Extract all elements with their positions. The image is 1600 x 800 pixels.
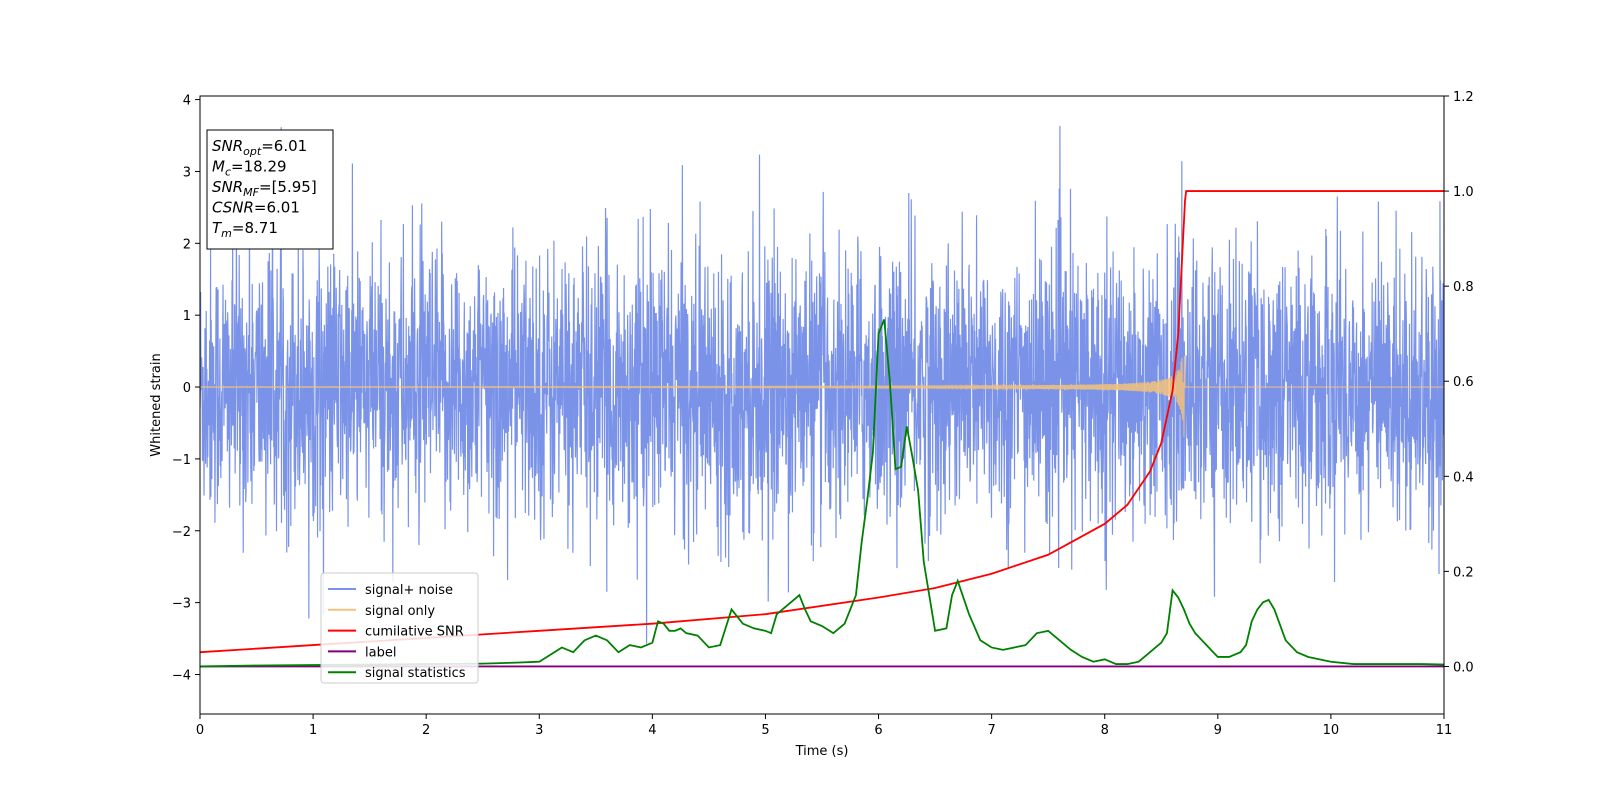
legend-entry: label (365, 645, 396, 660)
annotation-line: Tm=8.71 (212, 219, 278, 240)
annotation-value: =[5.95] (259, 178, 317, 196)
x-tick-label: 7 (987, 723, 995, 738)
annotation-symbol: M (212, 158, 225, 176)
series-signal-statistics (200, 319, 1444, 668)
y-axis-label: Whitened strain (149, 353, 164, 456)
x-tick-label: 4 (648, 723, 656, 738)
y-tick-label: −1 (172, 453, 191, 468)
y2-tick-label: 1.2 (1453, 90, 1474, 105)
annotation-subscript: m (221, 227, 232, 240)
y-tick-label: 0 (183, 381, 191, 396)
annotation-line: Mc=18.29 (212, 158, 287, 179)
y-tick-label: 1 (183, 309, 191, 324)
annotation-line: SNRopt=6.01 (212, 137, 307, 158)
annotation-value: =18.29 (231, 158, 287, 176)
x-tick-label: 0 (196, 723, 204, 738)
y-tick-label: 4 (183, 94, 191, 109)
x-tick-label: 1 (309, 723, 317, 738)
annotation-box: SNRopt=6.01Mc=18.29SNRMF=[5.95]CSNR=6.01… (206, 129, 334, 250)
x-tick-label: 5 (761, 723, 769, 738)
annotation-frame (206, 129, 334, 250)
x-tick-label: 6 (874, 723, 882, 738)
x-axis-label: Time (s) (795, 744, 849, 759)
annotation-value: =6.01 (254, 199, 300, 217)
y-tick-label: −2 (172, 525, 191, 540)
x-tick-label: 11 (1436, 723, 1453, 738)
legend-entry: signal statistics (365, 666, 466, 681)
axes-layer: 0 1 2 3 4 5 6 7 8 9 10 11 −4 −3 −2 −1 0 1 2 3 4 0.0 0.2 0.4 0.6 0… (172, 90, 1474, 738)
series-cumulative-snr (200, 190, 1444, 654)
x-tick-label: 9 (1214, 723, 1222, 738)
series-signal-noise (200, 125, 1444, 644)
annotation-symbol: SNR (212, 137, 243, 155)
annotation-symbol: SNR (212, 178, 243, 196)
legend-entry: cumilative SNR (365, 625, 464, 640)
legend: signal+ noise signal only cumilative SNR la… (320, 572, 479, 684)
annotation-symbol: T (212, 219, 223, 237)
y-tick-label: 3 (183, 165, 191, 180)
x-tick-label: 8 (1101, 723, 1109, 738)
y2-tick-label: 0.6 (1453, 375, 1474, 390)
annotation-value: =6.01 (261, 137, 307, 155)
y-tick-label: 2 (183, 237, 191, 252)
annotation-subscript: c (225, 166, 231, 179)
annotation-subscript: opt (243, 145, 262, 158)
y2-tick-label: 1.0 (1453, 185, 1474, 200)
y2-tick-label: 0.2 (1453, 565, 1474, 580)
annotation-line: SNRMF=[5.95] (212, 178, 317, 199)
legend-entry: signal+ noise (365, 583, 453, 598)
x-tick-label: 3 (535, 723, 543, 738)
plot-frame (199, 95, 1445, 715)
annotation-symbol: CSNR (212, 199, 254, 217)
annotation-value: =8.71 (232, 219, 278, 237)
legend-entry: signal only (365, 604, 435, 619)
annotation-line: CSNR=6.01 (212, 199, 300, 217)
y2-tick-label: 0.0 (1453, 660, 1474, 675)
x-tick-label: 2 (422, 723, 430, 738)
annotation-subscript: MF (243, 186, 259, 199)
series-signal-only (200, 355, 1444, 438)
legend-frame (320, 572, 479, 684)
x-tick-label: 10 (1323, 723, 1340, 738)
y-tick-label: −3 (172, 597, 191, 612)
y2-tick-label: 0.4 (1453, 470, 1474, 485)
y-tick-label: −4 (172, 668, 191, 683)
y2-tick-label: 0.8 (1453, 280, 1474, 295)
